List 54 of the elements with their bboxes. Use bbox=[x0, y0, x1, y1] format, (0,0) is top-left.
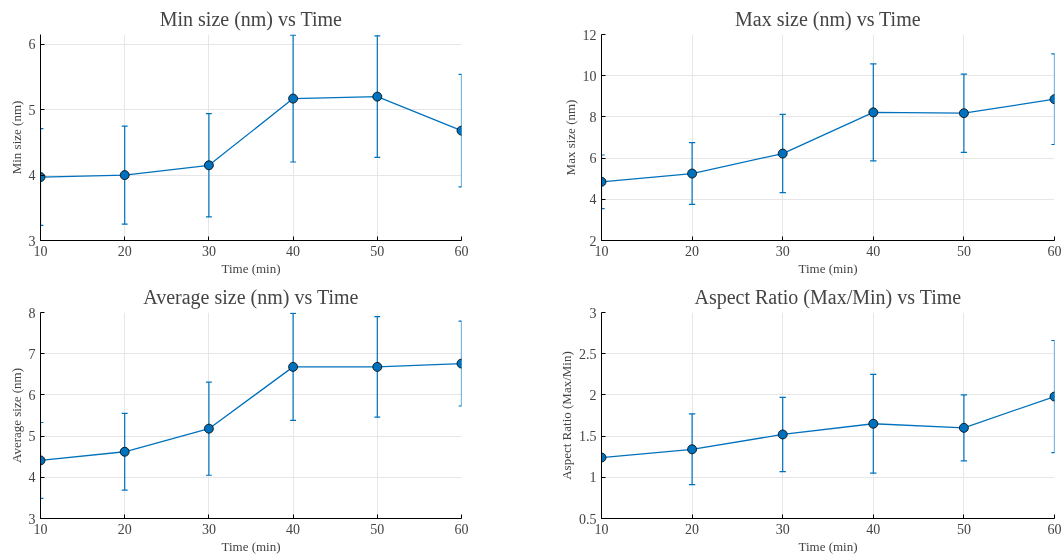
chart-title: Aspect Ratio (Max/Min) vs Time bbox=[694, 285, 962, 309]
x-tick-label: 50 bbox=[370, 243, 385, 259]
x-tick-label: 60 bbox=[454, 521, 469, 537]
x-tick-label: 40 bbox=[866, 243, 881, 259]
y-tick-label: 4 bbox=[589, 192, 597, 208]
y-axis-title: Aspect Ratio (Max/Min) bbox=[559, 351, 574, 480]
x-tick-label: 20 bbox=[117, 243, 132, 259]
y-tick-label: 3 bbox=[28, 233, 36, 249]
x-axis-title: Time (min) bbox=[221, 260, 281, 276]
x-tick-label: 30 bbox=[201, 521, 216, 537]
x-tick-label: 30 bbox=[775, 521, 790, 537]
y-tick-label: 1.5 bbox=[579, 429, 597, 445]
chart-title: Min size (nm) vs Time bbox=[159, 7, 343, 31]
y-axis-title: Min size (nm) bbox=[8, 100, 24, 175]
y-tick-label: 6 bbox=[589, 151, 597, 167]
y-tick-label: 6 bbox=[28, 37, 36, 53]
x-tick-label: 50 bbox=[370, 521, 385, 537]
y-tick-label: 8 bbox=[28, 305, 36, 321]
x-tick-label: 40 bbox=[286, 521, 301, 537]
y-tick-label: 2 bbox=[589, 233, 597, 249]
y-axis-title: Max size (nm) bbox=[562, 99, 578, 176]
x-tick-label: 20 bbox=[117, 521, 132, 537]
y-tick-label: 0.5 bbox=[579, 511, 597, 527]
x-axis-title: Time (min) bbox=[798, 260, 858, 276]
y-tick-label: 6 bbox=[28, 387, 36, 403]
x-tick-label: 40 bbox=[866, 521, 881, 537]
x-tick-label: 20 bbox=[685, 521, 700, 537]
y-tick-label: 2 bbox=[589, 387, 597, 403]
y-tick-label: 12 bbox=[582, 27, 597, 43]
y-tick-label: 4 bbox=[28, 470, 36, 486]
y-tick-label: 3 bbox=[589, 305, 597, 321]
y-tick-label: 8 bbox=[589, 109, 597, 125]
y-tick-label: 7 bbox=[28, 346, 36, 362]
y-axis-title: Average size (nm) bbox=[8, 367, 24, 464]
x-tick-label: 20 bbox=[685, 243, 700, 259]
y-tick-label: 5 bbox=[28, 102, 36, 118]
y-tick-label: 4 bbox=[28, 168, 36, 184]
x-tick-label: 30 bbox=[201, 243, 216, 259]
x-tick-label: 60 bbox=[1047, 521, 1062, 537]
y-tick-label: 5 bbox=[28, 429, 36, 445]
y-tick-label: 10 bbox=[582, 68, 597, 84]
y-tick-label: 2.5 bbox=[579, 346, 597, 362]
x-tick-label: 50 bbox=[956, 521, 971, 537]
x-tick-label: 30 bbox=[775, 243, 790, 259]
x-tick-label: 60 bbox=[454, 243, 469, 259]
chart-title: Max size (nm) vs Time bbox=[735, 7, 921, 31]
y-tick-label: 3 bbox=[28, 511, 36, 527]
x-tick-label: 50 bbox=[956, 243, 971, 259]
chart-title: Average size (nm) vs Time bbox=[143, 285, 359, 309]
x-tick-label: 60 bbox=[1047, 243, 1062, 259]
x-tick-label: 40 bbox=[286, 243, 301, 259]
x-axis-title: Time (min) bbox=[798, 538, 858, 554]
x-axis-title: Time (min) bbox=[221, 538, 281, 554]
y-tick-label: 1 bbox=[589, 470, 597, 486]
